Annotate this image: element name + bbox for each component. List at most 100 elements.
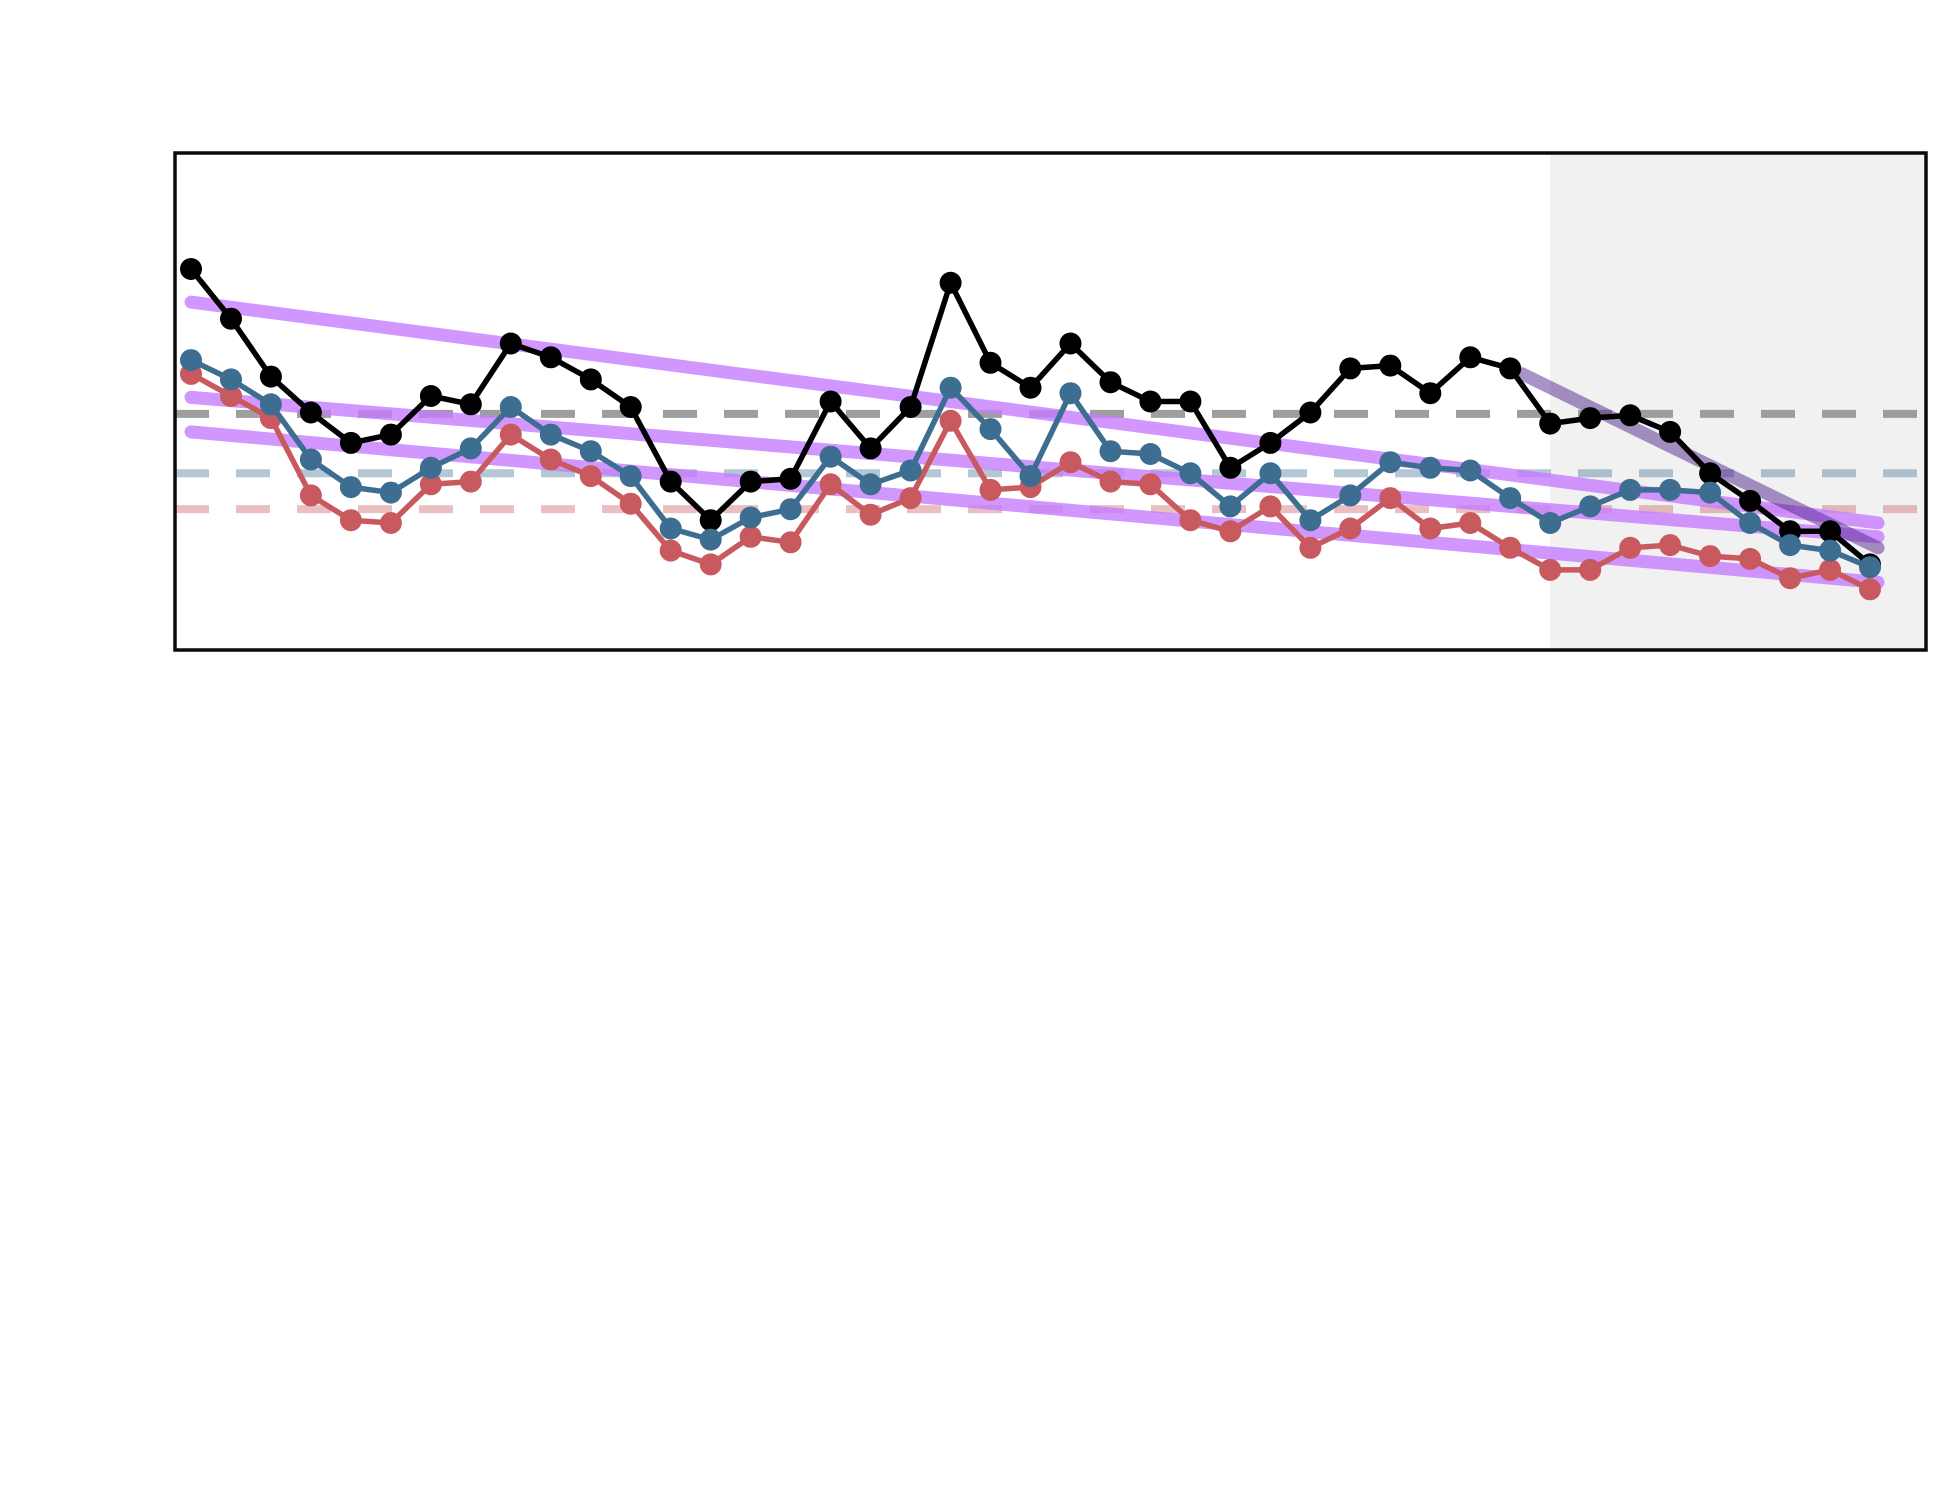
gb-us-point-2015 [1499, 487, 1522, 510]
gb-total-point-1998 [819, 390, 842, 413]
gb-total-point-1987 [379, 423, 402, 446]
gb-us-point-1997 [779, 498, 802, 521]
gb-total-point-2010 [1299, 401, 1322, 424]
gb-us-point-2003 [1019, 465, 1042, 488]
gb-total-point-2011 [1339, 357, 1362, 380]
gb-total-point-2006 [1139, 390, 1162, 413]
gb-council-point-1996 [739, 525, 762, 548]
gb-us-point-1986 [339, 476, 362, 499]
gb-us-point-1995 [699, 528, 722, 551]
gb-council-point-1997 [779, 531, 802, 554]
gb-council-point-2023 [1819, 558, 1842, 581]
gb-council-point-2022 [1779, 567, 1802, 590]
gb-us-point-1989 [459, 437, 482, 460]
gb-us-point-1993 [619, 465, 642, 488]
gb-council-point-2012 [1379, 487, 1402, 510]
gb-total-point-2008 [1219, 456, 1242, 479]
gb-council-point-1994 [659, 539, 682, 562]
gb-us-point-2017 [1579, 495, 1602, 518]
gb-total-point-2012 [1379, 354, 1402, 377]
gb-us-point-2021 [1739, 512, 1762, 534]
gb-council-point-2020 [1699, 545, 1722, 568]
gb-council-point-1988 [419, 473, 442, 496]
gb-us-point-2020 [1699, 481, 1722, 504]
gb-total-point-1986 [339, 431, 362, 454]
gb-council-point-2016 [1539, 558, 1562, 581]
gb-us-point-2008 [1219, 495, 1242, 518]
gb-total-point-1997 [779, 467, 802, 490]
gb-total-point-1996 [739, 470, 762, 493]
gb-us-point-1985 [299, 448, 322, 471]
gb-council-point-1989 [459, 470, 482, 493]
gb-total-point-2007 [1179, 390, 1202, 413]
gb-us-point-1991 [539, 423, 562, 446]
gb-total-point-1994 [659, 470, 682, 493]
gb-us-point-1999 [859, 473, 882, 496]
gb-council-point-1990 [499, 423, 522, 446]
gb-us-point-2006 [1139, 443, 1162, 465]
gb-council-point-2007 [1179, 509, 1202, 532]
gb-council-point-2006 [1139, 473, 1162, 496]
gb-total-point-2004 [1059, 332, 1082, 355]
gb-council-point-2010 [1299, 536, 1322, 559]
gb-us-point-2007 [1179, 462, 1202, 485]
gb-council-point-1992 [579, 465, 602, 488]
gb-total-point-2005 [1099, 371, 1122, 394]
gb-council-point-2004 [1059, 451, 1082, 474]
gb-council-point-2011 [1339, 517, 1362, 540]
gb-council-point-2017 [1579, 558, 1602, 581]
gb-council-point-2019 [1659, 534, 1682, 557]
gb-council-point-2002 [979, 478, 1002, 501]
gb-us-point-2009 [1259, 462, 1282, 485]
gb-total-point-2001 [939, 271, 962, 294]
gb-us-point-2014 [1459, 459, 1482, 482]
gb-total-point-1989 [459, 393, 482, 416]
gb-council-point-1999 [859, 503, 882, 526]
gb-total-point-1985 [299, 401, 322, 424]
gb-council-point-1995 [699, 553, 722, 576]
gb-council-point-2009 [1259, 495, 1282, 518]
gb-council-point-1986 [339, 509, 362, 532]
gb-total-point-2023 [1819, 520, 1842, 543]
gb-total-point-2003 [1019, 376, 1042, 399]
gb-total-point-2015 [1499, 357, 1522, 380]
gb-us-point-2001 [939, 376, 962, 399]
gb-council-point-1993 [619, 492, 642, 515]
gb-total-point-1982 [180, 258, 202, 280]
gb-council-point-2015 [1499, 536, 1522, 559]
gb-us-point-2005 [1099, 440, 1122, 463]
gb-total-point-2009 [1259, 431, 1282, 454]
gb-council-point-1983 [220, 385, 242, 407]
gb-us-point-2018 [1619, 478, 1642, 501]
gb-council-point-1991 [539, 448, 562, 471]
gb-total-point-2000 [899, 396, 922, 418]
gb-total-point-2019 [1659, 420, 1682, 443]
gb-council-point-2013 [1419, 517, 1442, 540]
gb-total-point-1988 [419, 385, 442, 407]
gb-total-point-1993 [619, 396, 642, 418]
gb-total-point-2002 [979, 351, 1002, 374]
gb-us-point-1984 [259, 393, 282, 416]
gb-total-point-2014 [1459, 346, 1482, 369]
gb-council-point-2008 [1219, 520, 1242, 543]
gb-us-point-1998 [819, 445, 842, 468]
gb-us-point-1992 [579, 440, 602, 463]
gb-total-point-2016 [1539, 412, 1562, 435]
gb-us-point-2012 [1379, 451, 1402, 474]
gb-us-point-2024 [1859, 556, 1881, 579]
gb-panel-border [173, 151, 1928, 652]
gb-us-point-1988 [419, 456, 442, 479]
gb-us-point-1994 [659, 517, 682, 540]
gb-us-point-2002 [979, 418, 1002, 441]
gb-council-point-2018 [1619, 536, 1642, 559]
gb-council-point-2000 [899, 487, 922, 510]
gb-total-point-1991 [539, 346, 562, 369]
gb-council-point-2024 [1859, 578, 1881, 601]
gb-us-point-2000 [899, 459, 922, 482]
gb-total-point-2013 [1419, 382, 1442, 405]
gb-total-point-1983 [220, 307, 242, 330]
gb-total-point-2018 [1619, 404, 1642, 427]
gb-us-point-2004 [1059, 382, 1082, 405]
